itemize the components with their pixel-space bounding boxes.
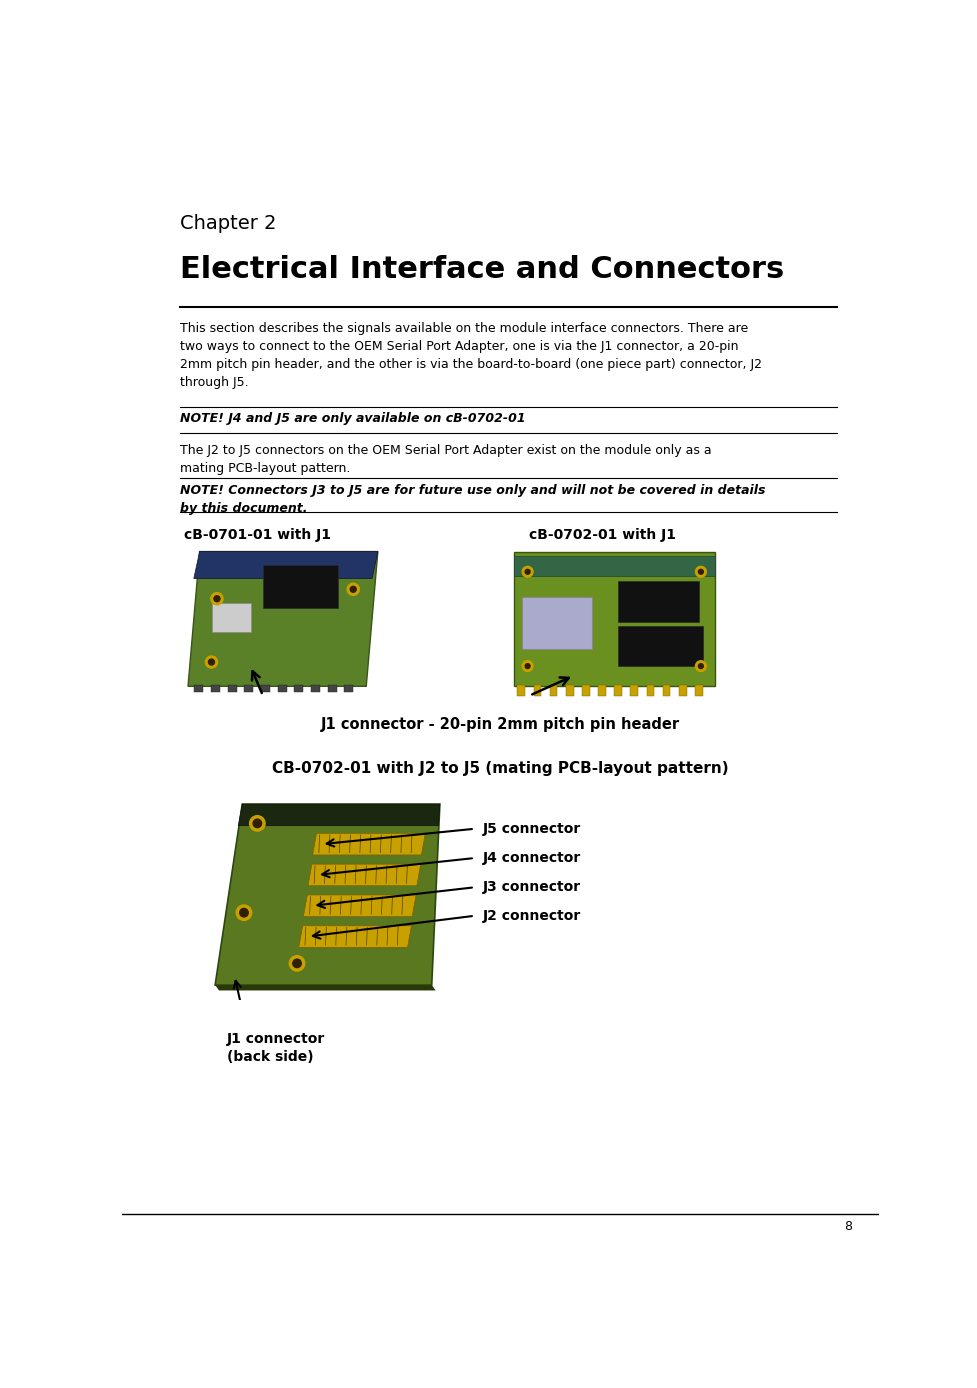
Text: NOTE! Connectors J3 to J5 are for future use only and will not be covered in det: NOTE! Connectors J3 to J5 are for future… xyxy=(180,484,766,515)
Circle shape xyxy=(522,661,533,672)
Bar xyxy=(533,684,541,695)
Bar xyxy=(550,684,558,695)
Polygon shape xyxy=(188,551,378,686)
Circle shape xyxy=(350,586,357,593)
Text: cB-0702-01 with J1: cB-0702-01 with J1 xyxy=(529,529,676,543)
Bar xyxy=(215,999,335,1044)
Text: Electrical Interface and Connectors: Electrical Interface and Connectors xyxy=(180,255,785,285)
Circle shape xyxy=(289,956,305,972)
Bar xyxy=(522,597,592,648)
Circle shape xyxy=(211,593,223,605)
Bar xyxy=(514,557,715,576)
Bar xyxy=(311,684,320,693)
Text: J2 connector: J2 connector xyxy=(483,909,580,923)
Text: CB-0702-01 with J2 to J5 (mating PCB-layout pattern): CB-0702-01 with J2 to J5 (mating PCB-lay… xyxy=(273,761,729,776)
Text: J5 connector: J5 connector xyxy=(483,822,580,836)
Bar xyxy=(695,684,702,695)
Bar xyxy=(344,684,354,693)
Bar xyxy=(194,684,203,693)
Text: J1 connector - 20-pin 2mm pitch pin header: J1 connector - 20-pin 2mm pitch pin head… xyxy=(321,718,680,731)
Text: This section describes the signals available on the module interface connectors.: This section describes the signals avail… xyxy=(180,322,762,389)
Circle shape xyxy=(253,819,262,827)
Bar xyxy=(294,684,304,693)
Bar xyxy=(263,565,338,608)
Bar xyxy=(662,684,670,695)
Polygon shape xyxy=(308,865,421,886)
Circle shape xyxy=(526,663,531,669)
Bar xyxy=(518,684,525,695)
Polygon shape xyxy=(215,985,436,991)
Bar xyxy=(598,684,606,695)
Bar xyxy=(566,684,573,695)
Circle shape xyxy=(699,569,703,575)
Text: J3 connector: J3 connector xyxy=(483,880,580,894)
Polygon shape xyxy=(304,895,416,916)
Bar xyxy=(228,684,236,693)
Bar xyxy=(647,684,655,695)
Bar xyxy=(261,684,271,693)
Circle shape xyxy=(293,959,301,967)
Text: 8: 8 xyxy=(844,1220,852,1233)
Circle shape xyxy=(239,909,248,917)
Bar xyxy=(211,684,220,693)
Circle shape xyxy=(526,569,531,575)
Bar xyxy=(618,626,702,666)
Polygon shape xyxy=(514,551,715,686)
Circle shape xyxy=(205,657,218,668)
Polygon shape xyxy=(299,926,411,948)
Text: J4 connector: J4 connector xyxy=(483,851,580,865)
Circle shape xyxy=(699,663,703,669)
Text: The J2 to J5 connectors on the OEM Serial Port Adapter exist on the module only : The J2 to J5 connectors on the OEM Seria… xyxy=(180,444,712,475)
Circle shape xyxy=(249,816,265,831)
Bar xyxy=(212,602,251,633)
Bar xyxy=(582,684,590,695)
Bar xyxy=(244,684,253,693)
Polygon shape xyxy=(238,804,440,826)
Polygon shape xyxy=(193,551,378,579)
Circle shape xyxy=(236,905,252,920)
Polygon shape xyxy=(215,804,440,985)
Bar xyxy=(327,684,337,693)
Bar xyxy=(277,684,287,693)
Circle shape xyxy=(522,566,533,577)
Bar xyxy=(679,684,687,695)
Text: NOTE! J4 and J5 are only available on cB-0702-01: NOTE! J4 and J5 are only available on cB… xyxy=(180,412,526,425)
Polygon shape xyxy=(313,833,425,855)
Text: cB-0701-01 with J1: cB-0701-01 with J1 xyxy=(184,529,331,543)
Text: J1 connector
(back side): J1 connector (back side) xyxy=(227,1033,325,1063)
Circle shape xyxy=(208,659,215,665)
Bar xyxy=(630,684,638,695)
Circle shape xyxy=(696,661,706,672)
Bar xyxy=(618,582,699,622)
Circle shape xyxy=(214,595,220,601)
Bar xyxy=(615,684,622,695)
Circle shape xyxy=(696,566,706,577)
Circle shape xyxy=(347,583,360,595)
Text: Chapter 2: Chapter 2 xyxy=(180,214,276,233)
